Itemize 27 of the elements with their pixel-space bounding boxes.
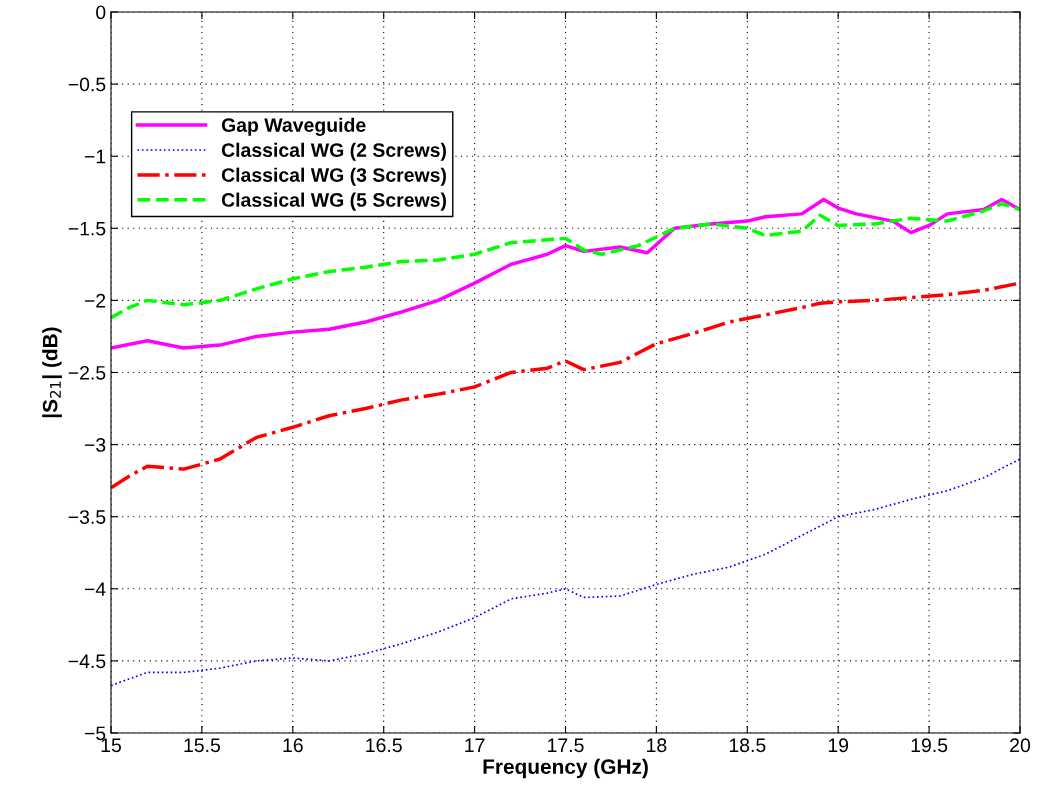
y-tick-label: −2.5 xyxy=(68,365,106,380)
x-tick-label: 16.5 xyxy=(366,738,402,753)
legend-label: Gap Waveguide xyxy=(221,117,366,136)
legend-label: Classical WG (3 Screws) xyxy=(221,167,446,186)
y-tick-label: −4.5 xyxy=(68,654,106,669)
legend-label: Classical WG (2 Screws) xyxy=(221,142,446,161)
y-tick-label: −2 xyxy=(84,293,106,308)
line-series xyxy=(111,458,1020,687)
y-tick-label: −1 xyxy=(84,149,106,164)
legend-label: Classical WG (5 Screws) xyxy=(221,192,446,211)
x-tick-label: 19 xyxy=(828,738,849,753)
x-tick-label: 18 xyxy=(647,738,667,753)
x-tick-label: 15.5 xyxy=(184,738,221,753)
x-tick-label: 20 xyxy=(1010,738,1031,753)
x-tick-label: 16 xyxy=(283,738,303,753)
x-tick-label: 19.5 xyxy=(911,738,948,753)
x-tick-label: 18.5 xyxy=(729,738,766,753)
y-tick-label: −3 xyxy=(84,438,106,452)
y-tick-label: −0.5 xyxy=(68,77,106,92)
y-axis-title: |S$_{21}$| (dB) xyxy=(42,327,62,418)
y-tick-label: −3.5 xyxy=(68,510,106,524)
y-tick-label: 0 xyxy=(96,5,106,20)
y-tick-label: −1.5 xyxy=(68,221,106,236)
y-tick-label: −4 xyxy=(84,582,106,596)
x-tick-label: 17 xyxy=(465,738,485,752)
x-axis-title: Frequency (GHz) xyxy=(483,758,648,779)
x-tick-label: 17.5 xyxy=(548,738,584,753)
